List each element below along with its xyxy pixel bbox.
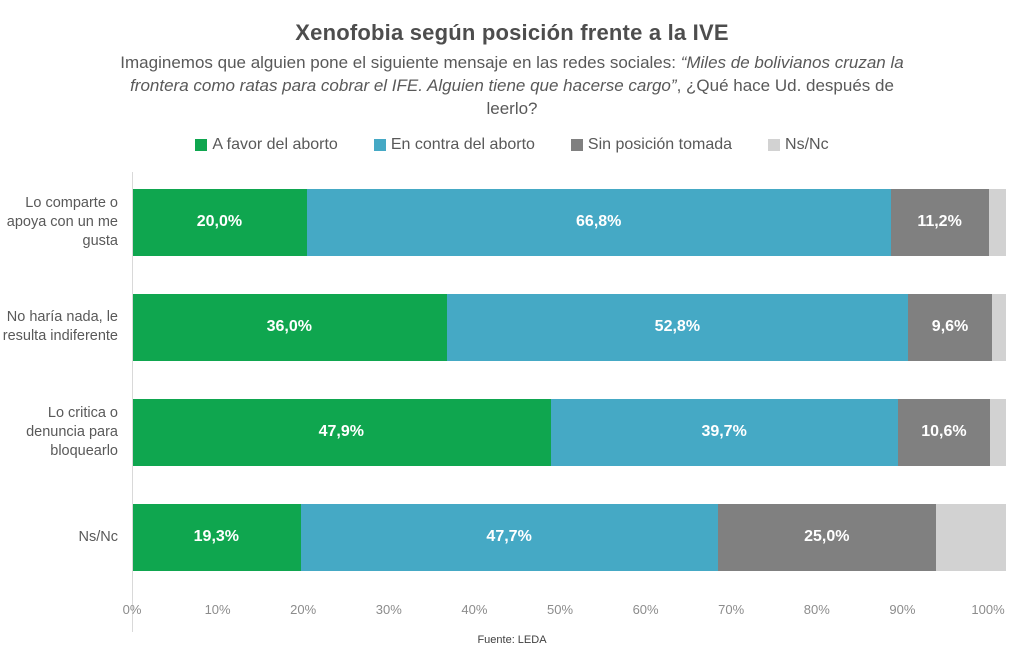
data-label: 20,0% [196,213,243,231]
bar-segment: 39,7% [550,398,898,466]
legend-label: Sin posición tomada [587,135,733,153]
x-tick-label: 10% [204,601,231,617]
legend-swatch-icon [768,138,781,151]
data-label: 66,8% [576,213,622,231]
subtitle-part3: , ¿Qué hace Ud. después de leerlo? [486,75,894,118]
category-label: Lo comparte o apoya con un me gusta [6,195,118,249]
chart-rows: Lo comparte o apoya con un me gusta 20,0%… [0,170,1006,590]
plot-area: Lo comparte o apoya con un me gusta 20,0%… [0,170,1024,632]
bar-segment: 11,2% [890,188,989,256]
page-title: Xenofobia según posición frente a la IVE [295,20,729,45]
bar-segment: 10,6% [897,398,991,466]
chart-row: Ns/Nc 19,3% 47,7% 25,0% [0,485,1006,590]
bar-track: 19,3% 47,7% 25,0% [132,503,1006,571]
data-label: 10,6% [921,423,967,441]
bar-segment [936,503,1006,571]
bar-segment: 52,8% [446,293,909,361]
chart-row: No haría nada, le resulta indiferente 36,… [0,275,1006,380]
data-label: 47,7% [486,528,532,546]
x-tick-label: 50% [546,601,574,617]
data-label: 25,0% [804,528,850,546]
y-axis-line [132,171,133,632]
bar-track: 20,0% 66,8% 11,2% [132,188,1006,256]
x-tick-label: 70% [718,601,745,617]
data-label: 47,9% [318,423,364,441]
bar-track: 47,9% 39,7% 10,6% [132,398,1006,466]
bar-segment: 9,6% [908,293,992,361]
bar-track: 36,0% 52,8% 9,6% [132,293,1006,361]
bar-segment: 36,0% [132,293,447,361]
x-tick-label: 80% [803,601,830,617]
bar-segment: 47,9% [132,398,551,466]
data-label: 36,0% [266,318,312,336]
legend-swatch-icon [195,138,208,151]
chart-header: Xenofobia según posición frente a la IVE… [0,0,1024,121]
bar-segment [991,293,1006,361]
x-tick-label: 40% [461,601,488,617]
bar-segment [990,398,1006,466]
x-axis: 0% 10% 20% 30% 40% 50% 60% 70% 80% 90% 100% [123,598,1005,622]
legend-swatch-icon [373,138,386,151]
legend-label: Ns/Nc [785,135,829,153]
legend-label: En contra del aborto [390,135,535,153]
subtitle-part1: Imaginemos que alguien pone el siguiente… [120,53,681,72]
category-label: Lo critica o denuncia para bloquearlo [26,405,118,459]
chart-row: Lo comparte o apoya con un me gusta 20,0%… [0,170,1006,275]
legend-swatch-icon [570,138,583,151]
x-tick-label: 60% [632,601,659,617]
data-label: 39,7% [701,423,747,441]
legend-item: Ns/Nc [768,136,829,154]
x-tick-label: 90% [889,601,916,617]
data-label: 52,8% [654,318,701,336]
category-label: No haría nada, le resulta indiferente [2,309,118,345]
legend-item: A favor del aborto [195,135,338,154]
legend-item: En contra del aborto [373,135,535,154]
subtitle-quote: “Miles de bolivianos cruzan la frontera … [130,53,904,95]
legend: A favor del aborto En contra del aborto Si… [0,136,1024,154]
x-tick-label: 100% [971,601,1005,617]
data-label: 19,3% [193,528,240,546]
bar-segment [988,188,1006,256]
data-label: 9,6% [931,318,969,336]
x-tick-label: 0% [122,601,142,617]
x-tick-label: 20% [290,601,317,617]
bar-segment: 47,7% [300,503,718,571]
bar-segment: 19,3% [132,503,301,571]
data-label: 11,2% [917,213,962,231]
x-tick-label: 30% [375,601,402,617]
source-note: Fuente: LEDA [477,633,547,646]
bar-segment: 25,0% [717,503,937,571]
chart-subtitle: Imaginemos que alguien pone el siguiente… [112,52,912,121]
legend-label: A favor del aborto [212,135,338,153]
chart-row: Lo critica o denuncia para bloquearlo 47,… [0,380,1006,485]
bar-segment: 20,0% [132,188,307,256]
bar-segment: 66,8% [306,188,891,256]
legend-item: Sin posición tomada [570,135,733,154]
category-label: Ns/Nc [78,528,118,545]
chart-footer: Fuente: LEDA [0,630,1024,648]
